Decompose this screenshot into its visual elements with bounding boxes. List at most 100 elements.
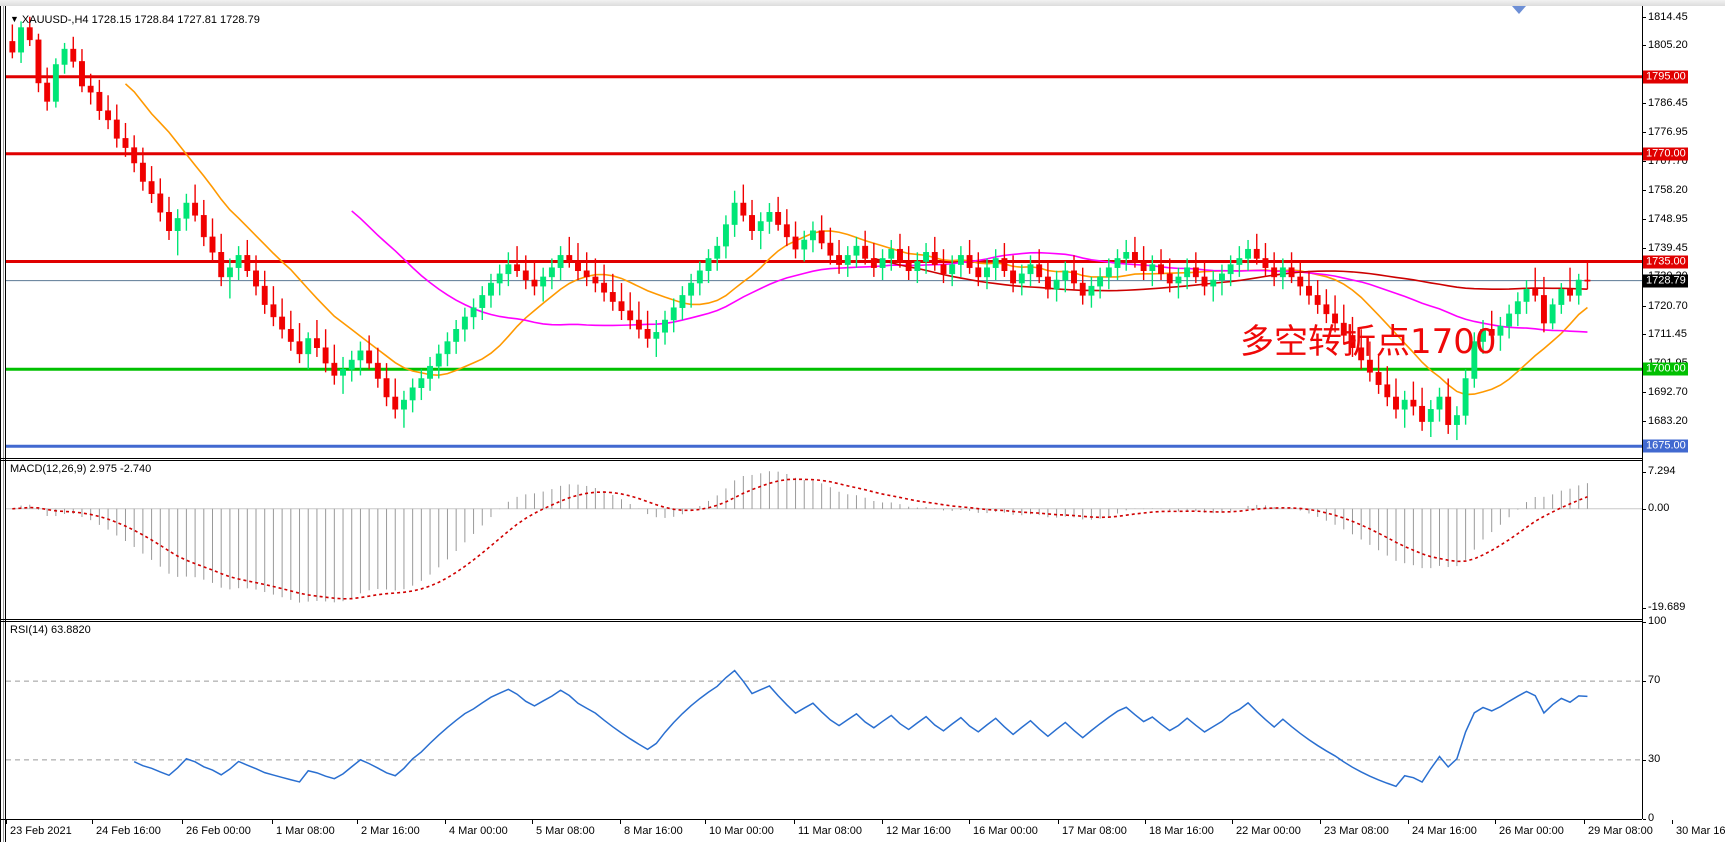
- pane-separator-1: [0, 458, 1642, 459]
- tick-dash: [92, 820, 93, 824]
- time-tick: 17 Mar 08:00: [1058, 820, 1127, 837]
- tick-dash: [1643, 132, 1646, 134]
- pane-separator-2: [0, 460, 1642, 461]
- time-tick: 22 Mar 00:00: [1232, 820, 1301, 837]
- time-tick-label: 4 Mar 00:00: [449, 825, 508, 837]
- tick-dash: [272, 820, 273, 824]
- pane-separator-4: [0, 621, 1642, 622]
- tick-dash: [1643, 160, 1646, 162]
- tick-dash: [6, 820, 7, 824]
- chart-marker-icon: [1512, 6, 1526, 14]
- tick-dash: [1495, 820, 1496, 824]
- tick-dash: [1643, 681, 1646, 683]
- time-tick-label: 26 Feb 00:00: [186, 825, 251, 837]
- tick-dash: [1584, 820, 1585, 824]
- candlestick-chart: [6, 16, 1642, 448]
- time-tick-label: 23 Feb 2021: [10, 825, 72, 837]
- time-tick-label: 26 Mar 00:00: [1499, 825, 1564, 837]
- tick-dash: [1643, 607, 1646, 609]
- tick-dash: [1320, 820, 1321, 824]
- time-tick-label: 5 Mar 08:00: [536, 825, 595, 837]
- pane-separator-5: [0, 819, 1642, 820]
- rsi-pane[interactable]: RSI(14) 63.8820: [6, 622, 1642, 819]
- price-tick-label: 1786.45: [1648, 97, 1688, 110]
- chart-frame: ▼ XAUUSD-,H4 1728.15 1728.84 1727.81 1728…: [0, 6, 1725, 842]
- time-tick: 23 Feb 2021: [6, 820, 72, 837]
- tick-dash: [882, 820, 883, 824]
- tick-dash: [620, 820, 621, 824]
- rsi-label: RSI(14) 63.8820: [10, 624, 94, 636]
- time-tick: 8 Mar 16:00: [620, 820, 683, 837]
- tick-dash: [532, 820, 533, 824]
- time-tick-label: 22 Mar 00:00: [1236, 825, 1301, 837]
- rsi-tick-label: 0: [1648, 812, 1655, 824]
- macd-tick-label: 0.00: [1648, 501, 1670, 514]
- tick-dash: [1643, 190, 1646, 192]
- price-level-label[interactable]: 1728.79: [1643, 274, 1688, 288]
- price-tick-label: 1683.20: [1648, 414, 1688, 427]
- tick-dash: [1643, 218, 1646, 220]
- tick-dash: [1232, 820, 1233, 824]
- macd-chart: [6, 471, 1642, 603]
- time-tick-label: 2 Mar 16:00: [361, 825, 420, 837]
- time-tick: 4 Mar 00:00: [445, 820, 508, 837]
- rsi-tick-label: 70: [1648, 674, 1661, 687]
- time-tick-label: 30 Mar 16:00: [1676, 825, 1725, 837]
- time-tick: 24 Feb 16:00: [92, 820, 161, 837]
- tick-dash: [1643, 472, 1646, 474]
- tick-dash: [1643, 759, 1646, 761]
- price-level-label[interactable]: 1770.00: [1643, 147, 1688, 161]
- pane-separator-3: [0, 619, 1642, 620]
- rsi-tick-label: 100: [1648, 615, 1667, 627]
- price-tick-label: 1776.95: [1648, 126, 1688, 139]
- price-tick-label: 1805.20: [1648, 39, 1688, 52]
- price-tick-label: 1720.70: [1648, 299, 1688, 312]
- tick-dash: [1643, 16, 1646, 18]
- time-tick-label: 24 Mar 16:00: [1412, 825, 1477, 837]
- time-tick: 16 Mar 00:00: [969, 820, 1038, 837]
- time-tick-label: 11 Mar 08:00: [798, 825, 863, 837]
- price-level-label[interactable]: 1700.00: [1643, 362, 1688, 376]
- price-tick-label: 1814.45: [1648, 10, 1688, 23]
- symbol-header: ▼ XAUUSD-,H4 1728.15 1728.84 1727.81 1728…: [10, 14, 260, 26]
- price-tick-label: 1748.95: [1648, 212, 1688, 225]
- rsi-tick-label: 30: [1648, 752, 1661, 765]
- tick-dash: [1643, 334, 1646, 335]
- time-tick: 23 Mar 08:00: [1320, 820, 1389, 837]
- macd-tick-label: 7.294: [1648, 465, 1676, 478]
- price-scale[interactable]: 1814.45 1805.20 1795.00 1786.45 1776.95 1770.…: [1643, 6, 1725, 819]
- price-level-label[interactable]: 1735.00: [1643, 255, 1688, 268]
- price-pane[interactable]: [6, 6, 1642, 457]
- chevron-down-icon[interactable]: ▼: [10, 14, 19, 24]
- price-level-label[interactable]: 1795.00: [1643, 70, 1688, 84]
- frame-border-inner: [5, 6, 6, 842]
- tick-dash: [1643, 45, 1646, 47]
- time-tick-label: 10 Mar 00:00: [709, 825, 774, 837]
- tick-dash: [1643, 819, 1646, 820]
- frame-border-outer: [0, 6, 1, 842]
- time-tick-label: 12 Mar 16:00: [886, 825, 951, 837]
- time-tick-label: 29 Mar 08:00: [1588, 825, 1653, 837]
- tick-dash: [1643, 622, 1646, 623]
- rsi-chart: [6, 669, 1642, 788]
- time-tick-label: 16 Mar 00:00: [973, 825, 1038, 837]
- price-tick-label: 1692.70: [1648, 385, 1688, 398]
- time-tick: 24 Mar 16:00: [1408, 820, 1477, 837]
- tick-dash: [182, 820, 183, 824]
- time-tick: 26 Mar 00:00: [1495, 820, 1564, 837]
- tick-dash: [1643, 508, 1646, 510]
- time-tick: 10 Mar 00:00: [705, 820, 774, 837]
- time-tick-label: 18 Mar 16:00: [1149, 825, 1214, 837]
- frame-border-middle: [3, 6, 4, 842]
- price-annotation-text: 多空转折点1700: [1240, 322, 1497, 362]
- time-scale[interactable]: 23 Feb 2021 24 Feb 16:00 26 Feb 00:00 1 Mar…: [6, 820, 1725, 848]
- tick-dash: [969, 820, 970, 824]
- tick-dash: [1145, 820, 1146, 824]
- time-tick: 30 Mar 16:00: [1672, 820, 1725, 837]
- tick-dash: [1643, 247, 1646, 249]
- macd-pane[interactable]: MACD(12,26,9) 2.975 -2.740: [6, 461, 1642, 617]
- price-tick-label: 1758.20: [1648, 184, 1688, 197]
- time-tick: 2 Mar 16:00: [357, 820, 420, 837]
- price-level-label[interactable]: 1675.00: [1643, 439, 1688, 453]
